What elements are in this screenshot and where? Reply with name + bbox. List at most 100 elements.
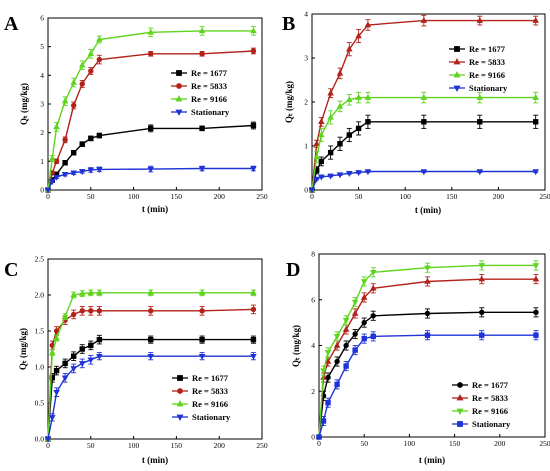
data-point — [337, 141, 343, 147]
legend-marker — [177, 388, 183, 394]
data-point — [61, 375, 69, 382]
data-point — [532, 93, 539, 100]
data-point — [424, 332, 431, 338]
x-tick-label: 200 — [214, 441, 226, 450]
y-tick-label: 4 — [40, 71, 44, 80]
legend-marker — [453, 85, 461, 92]
data-point — [476, 169, 484, 176]
data-point — [325, 374, 331, 381]
data-point — [87, 357, 95, 364]
data-point — [324, 357, 332, 364]
x-tick-label: 100 — [128, 192, 140, 201]
data-point — [336, 69, 344, 76]
series-2 — [308, 14, 539, 193]
data-point — [325, 399, 331, 406]
x-tick-label: 150 — [171, 192, 183, 201]
data-point — [313, 140, 320, 147]
data-point — [370, 313, 376, 319]
data-point — [308, 187, 316, 194]
data-point — [44, 436, 52, 443]
data-point — [53, 334, 60, 341]
data-point — [148, 308, 154, 314]
data-point — [364, 21, 372, 28]
series-2 — [45, 47, 257, 193]
y-axis-label: Qₜ (mg/kg) — [19, 83, 29, 125]
data-point — [79, 346, 85, 352]
data-point — [360, 279, 368, 286]
data-point — [70, 170, 77, 177]
x-tick-label: 100 — [404, 439, 416, 448]
data-point — [148, 125, 154, 132]
data-point — [148, 51, 154, 57]
data-point — [369, 270, 377, 276]
series-line — [47, 355, 254, 440]
legend-marker — [177, 375, 183, 381]
data-point — [198, 27, 206, 34]
data-point — [199, 125, 205, 132]
series-2 — [45, 304, 257, 442]
legend-marker — [453, 71, 461, 78]
x-axis-label: t (min) — [142, 455, 168, 465]
data-point — [147, 166, 154, 173]
data-point — [355, 93, 362, 100]
data-point — [78, 361, 86, 368]
data-point — [70, 291, 77, 298]
series-4 — [44, 352, 257, 443]
data-point — [53, 174, 60, 181]
y-tick-label: 1 — [40, 157, 44, 166]
x-tick-label: 0 — [310, 192, 314, 201]
data-point — [533, 309, 539, 316]
x-tick-label: 250 — [256, 441, 268, 450]
data-point — [250, 166, 257, 173]
data-point — [316, 434, 322, 440]
data-point — [88, 135, 94, 142]
data-point — [424, 310, 431, 317]
data-point — [79, 81, 85, 87]
y-axis-label: Qₜ (mg/kg) — [284, 81, 294, 123]
data-point — [424, 277, 431, 284]
legend-label: Re = 9166 — [472, 406, 508, 416]
y-axis-label: Qₜ (mg/kg) — [291, 325, 301, 367]
data-point — [361, 335, 367, 342]
series-layer — [44, 289, 257, 443]
series-1 — [316, 307, 539, 440]
data-point — [318, 174, 325, 181]
series-layer — [44, 26, 257, 194]
data-point — [61, 171, 69, 178]
data-point — [96, 336, 103, 343]
data-point — [336, 172, 344, 179]
panel-label: D — [286, 259, 300, 281]
legend-label: Re = 1677 — [469, 44, 506, 54]
data-point — [250, 306, 257, 313]
axis-ticks — [318, 253, 546, 438]
data-point — [532, 275, 540, 282]
legend-marker — [176, 400, 184, 407]
data-point — [327, 89, 334, 96]
y-tick-label: 5 — [40, 42, 44, 51]
series-4 — [316, 330, 539, 440]
legend-marker — [456, 394, 464, 401]
x-tick-label: 250 — [539, 192, 550, 201]
legend-label: Stationary — [191, 107, 230, 117]
data-point — [199, 51, 205, 57]
legend-label: Stationary — [192, 412, 231, 422]
legend-label: Re = 5833 — [192, 386, 228, 396]
x-axis-label: t (min) — [415, 205, 441, 215]
legend-marker — [453, 58, 461, 65]
data-point — [96, 353, 103, 360]
legend-label: Re = 5833 — [191, 81, 227, 91]
x-axis-label: t (min) — [419, 455, 445, 465]
legend: Re = 1677 Re = 5833 Re = 9166 Stationary — [452, 380, 511, 429]
legend-label: Re = 1677 — [472, 380, 509, 390]
y-tick-label: 0.5 — [35, 399, 45, 408]
x-tick-label: 150 — [171, 441, 183, 450]
data-point — [478, 263, 485, 270]
data-point — [370, 333, 376, 340]
data-point — [318, 131, 325, 138]
legend-label: Stationary — [469, 83, 508, 93]
data-point — [424, 265, 431, 272]
data-point — [250, 48, 257, 54]
series-line — [311, 121, 536, 191]
legend: Re = 1677 Re = 5833 Re = 9166 Stationary — [171, 68, 230, 117]
